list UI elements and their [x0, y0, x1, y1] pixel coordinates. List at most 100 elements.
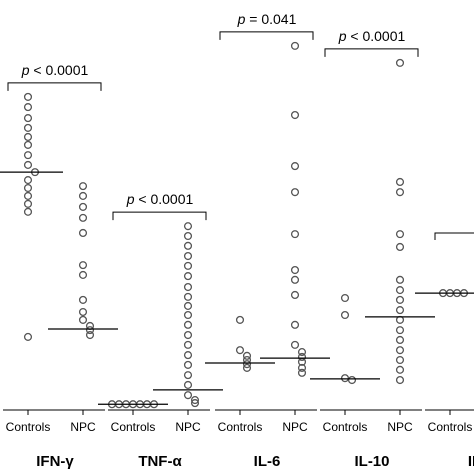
- group-label: IL-10: [354, 453, 389, 470]
- data-point: [242, 351, 252, 360]
- data-point: [23, 183, 33, 193]
- x-tick-label: Controls: [111, 420, 156, 434]
- data-point: [183, 282, 193, 292]
- data-point: [183, 222, 193, 231]
- x-tick-label: NPC: [387, 420, 413, 434]
- data-point: [183, 231, 193, 241]
- data-point: [290, 188, 300, 197]
- data-point: [395, 346, 405, 355]
- data-point: [395, 230, 405, 239]
- x-tick-label: Controls: [428, 420, 473, 434]
- x-tick-label: Controls: [6, 420, 51, 434]
- data-point: [290, 111, 300, 120]
- p-value: p = 0.041: [237, 11, 297, 27]
- x-tick-label: NPC: [175, 420, 201, 434]
- data-point: [290, 265, 300, 275]
- data-point: [78, 295, 88, 304]
- data-point: [23, 132, 33, 142]
- data-point: [183, 310, 193, 320]
- bracket: [219, 31, 314, 40]
- p-value: p < 0.0001: [338, 28, 406, 44]
- data-point: [183, 340, 193, 349]
- data-point: [78, 307, 88, 317]
- data-point: [78, 213, 88, 222]
- bracket: [434, 232, 474, 240]
- data-point: [190, 399, 200, 408]
- data-point: [290, 41, 300, 50]
- data-point: [395, 335, 405, 345]
- data-point: [78, 182, 88, 191]
- data-point: [235, 346, 245, 355]
- p-value: p < 0.0001: [21, 62, 89, 78]
- data-point: [297, 348, 307, 357]
- data-point: [78, 315, 88, 324]
- data-point: [23, 207, 33, 216]
- data-point: [395, 365, 405, 374]
- data-point: [183, 351, 193, 360]
- data-point: [78, 270, 88, 279]
- data-point: [183, 330, 193, 340]
- data-point: [290, 290, 300, 300]
- data-point: [78, 191, 88, 200]
- data-point: [290, 230, 300, 239]
- data-point: [297, 352, 307, 362]
- data-point: [78, 228, 88, 238]
- data-point: [290, 162, 300, 171]
- data-point: [395, 306, 405, 315]
- p-value: p < 0.0001: [126, 191, 194, 207]
- data-point: [183, 391, 193, 400]
- data-point: [23, 332, 33, 341]
- data-point: [395, 295, 405, 304]
- bracket: [112, 211, 207, 221]
- data-point: [23, 160, 33, 169]
- data-point: [395, 286, 405, 295]
- bracket: [7, 82, 102, 91]
- group-label: IL-6: [254, 453, 281, 470]
- x-tick-label: Controls: [218, 420, 263, 434]
- data-point: [23, 123, 33, 132]
- data-point: [242, 363, 252, 372]
- data-point: [183, 360, 193, 369]
- data-point: [297, 363, 307, 372]
- data-point: [183, 251, 193, 261]
- data-point: [183, 261, 193, 270]
- x-tick-label: NPC: [70, 420, 96, 434]
- data-point: [290, 275, 300, 284]
- data-point: [183, 301, 193, 310]
- data-point: [23, 92, 33, 101]
- x-tick-label: Controls: [323, 420, 368, 434]
- data-point: [395, 188, 405, 197]
- group-label: IFN-γ: [36, 453, 74, 470]
- data-point: [242, 360, 252, 369]
- data-point: [395, 326, 405, 335]
- data-point: [340, 374, 350, 383]
- data-point: [183, 241, 193, 250]
- data-point: [395, 355, 405, 365]
- group-label: TNF-α: [138, 453, 182, 470]
- data-point: [183, 272, 193, 281]
- data-point: [395, 242, 405, 252]
- data-point: [340, 293, 350, 303]
- data-point: [23, 114, 33, 123]
- data-point: [190, 396, 200, 405]
- data-point: [395, 58, 405, 67]
- data-point: [290, 320, 300, 329]
- data-point: [395, 177, 405, 187]
- data-point: [85, 326, 95, 335]
- x-tick-label: NPC: [282, 420, 308, 434]
- data-point: [23, 103, 33, 112]
- data-point: [340, 310, 350, 320]
- group-label: IL-: [468, 453, 474, 470]
- data-point: [395, 275, 405, 284]
- data-point: [23, 199, 33, 208]
- data-point: [395, 375, 405, 385]
- bracket: [324, 48, 419, 57]
- data-point: [235, 315, 245, 324]
- data-point: [183, 380, 193, 389]
- data-point: [78, 261, 88, 270]
- data-point: [347, 375, 357, 385]
- data-point: [23, 176, 33, 185]
- data-point: [183, 371, 193, 380]
- data-point: [183, 320, 193, 329]
